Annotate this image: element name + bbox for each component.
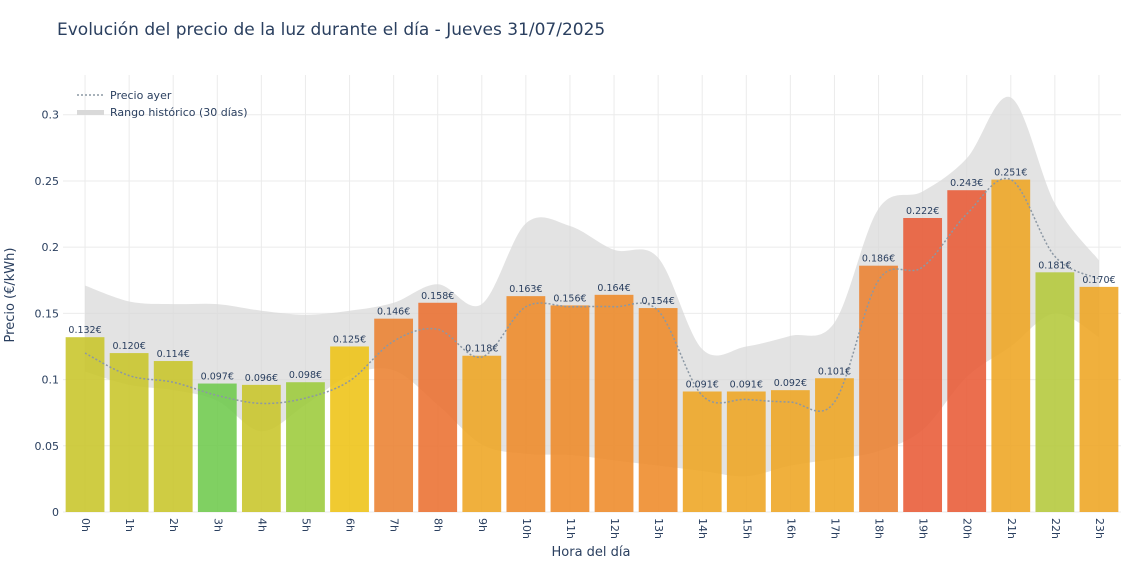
bar-value-label: 0.098€ <box>289 370 322 381</box>
bar-value-label: 0.091€ <box>686 379 719 390</box>
bar-value-label: 0.154€ <box>642 296 675 307</box>
price-bar <box>770 390 810 512</box>
bar-value-label: 0.156€ <box>553 293 586 304</box>
yesterday-price-line <box>84 177 1100 412</box>
x-tick-label: 3h <box>211 518 224 532</box>
legend-entry-historical-range: Rango histórico (30 días) <box>110 106 248 119</box>
price-bar <box>991 179 1031 512</box>
price-bar <box>726 391 766 512</box>
x-tick-label: 2h <box>167 518 180 532</box>
price-bar <box>594 294 634 512</box>
x-tick-label: 12h <box>608 518 621 539</box>
price-bar <box>682 391 722 512</box>
price-bar <box>286 382 325 512</box>
bar-value-label: 0.114€ <box>157 349 190 360</box>
bar-value-label: 0.101€ <box>818 366 851 377</box>
bar-value-label: 0.181€ <box>1038 260 1071 271</box>
y-tick-label: 0.1 <box>42 374 60 387</box>
bar-value-label: 0.163€ <box>509 284 542 295</box>
x-tick-label: 16h <box>784 518 797 539</box>
price-bar <box>109 353 149 512</box>
y-tick-label: 0.3 <box>42 109 60 122</box>
x-tick-label: 17h <box>828 518 841 539</box>
price-bar <box>859 265 898 512</box>
x-tick-label: 6h <box>344 518 357 532</box>
bar-value-label: 0.146€ <box>377 307 410 318</box>
price-bar <box>903 218 943 512</box>
price-bar <box>947 190 987 512</box>
bar-value-label: 0.132€ <box>68 325 101 336</box>
bar-value-label: 0.120€ <box>113 341 146 352</box>
x-tick-label: 0h <box>79 518 92 532</box>
y-axis-title: Precio (€/kWh) <box>3 248 18 343</box>
x-tick-label: 10h <box>520 518 533 539</box>
historical-range-layer <box>85 96 1099 477</box>
bar-value-label: 0.164€ <box>597 283 630 294</box>
price-bar <box>1079 286 1119 512</box>
axis-layer: 0 0.05 0.1 0.15 0.2 0.25 0.3 0h 1h 2h 3h 4h 5h 6h 7h 8h… <box>35 109 1106 539</box>
historical-range-band <box>85 96 1099 477</box>
bar-value-label: 0.251€ <box>994 168 1027 179</box>
y-tick-label: 0.05 <box>35 440 60 453</box>
bar-value-label: 0.092€ <box>774 378 807 389</box>
price-bar <box>330 346 369 512</box>
bar-value-label: 0.097€ <box>201 372 234 383</box>
x-tick-label: 23h <box>1093 518 1106 539</box>
price-bar <box>550 305 590 512</box>
price-bar <box>153 361 193 512</box>
bar-value-label: 0.222€ <box>906 206 939 217</box>
bar-value-label: 0.125€ <box>333 334 366 345</box>
x-tick-label: 19h <box>917 518 930 539</box>
x-tick-label: 13h <box>652 518 665 539</box>
y-tick-label: 0 <box>52 506 59 519</box>
price-bar <box>815 378 854 512</box>
x-axis-title: Hora del día <box>552 545 631 560</box>
x-tick-label: 11h <box>564 518 577 539</box>
x-tick-label: 22h <box>1049 518 1062 539</box>
x-tick-label: 8h <box>432 518 445 532</box>
price-bar <box>638 308 678 512</box>
bar-label-layer: 0.132€ 0.120€ 0.114€ 0.097€ 0.096€ 0.098€ 0.12… <box>68 168 1115 391</box>
x-tick-label: 9h <box>476 518 489 532</box>
x-tick-label: 1h <box>123 518 136 532</box>
price-bar <box>418 302 458 512</box>
x-tick-label: 15h <box>740 518 753 539</box>
price-bar <box>1035 272 1075 512</box>
x-tick-label: 18h <box>873 518 886 539</box>
bar-value-label: 0.170€ <box>1082 275 1115 286</box>
x-tick-label: 21h <box>1005 518 1018 539</box>
x-tick-label: 7h <box>388 518 401 532</box>
price-bar <box>197 383 237 512</box>
price-bar <box>241 384 281 512</box>
legend: Precio ayer Rango histórico (30 días) <box>77 89 248 119</box>
y-tick-label: 0.25 <box>35 175 60 188</box>
bar-value-label: 0.243€ <box>950 178 983 189</box>
x-tick-label: 20h <box>961 518 974 539</box>
bar-value-label: 0.091€ <box>730 379 763 390</box>
legend-entry-yesterday: Precio ayer <box>110 89 172 102</box>
yesterday-line-layer <box>84 177 1100 412</box>
bar-value-label: 0.158€ <box>421 291 454 302</box>
legend-band-sample <box>77 110 104 115</box>
price-bar <box>374 318 414 512</box>
y-tick-label: 0.2 <box>42 241 60 254</box>
chart-title: Evolución del precio de la luz durante e… <box>57 20 606 40</box>
x-tick-label: 4h <box>255 518 268 532</box>
bar-value-label: 0.096€ <box>245 373 278 384</box>
y-tick-label: 0.15 <box>35 307 60 320</box>
price-bar <box>65 337 105 512</box>
x-tick-label: 14h <box>696 518 709 539</box>
bar-layer <box>65 179 1119 512</box>
x-tick-label: 5h <box>299 518 312 532</box>
bar-value-label: 0.186€ <box>862 254 895 265</box>
bar-value-label: 0.118€ <box>465 344 498 355</box>
price-bar <box>506 296 546 512</box>
price-bar <box>462 355 502 512</box>
